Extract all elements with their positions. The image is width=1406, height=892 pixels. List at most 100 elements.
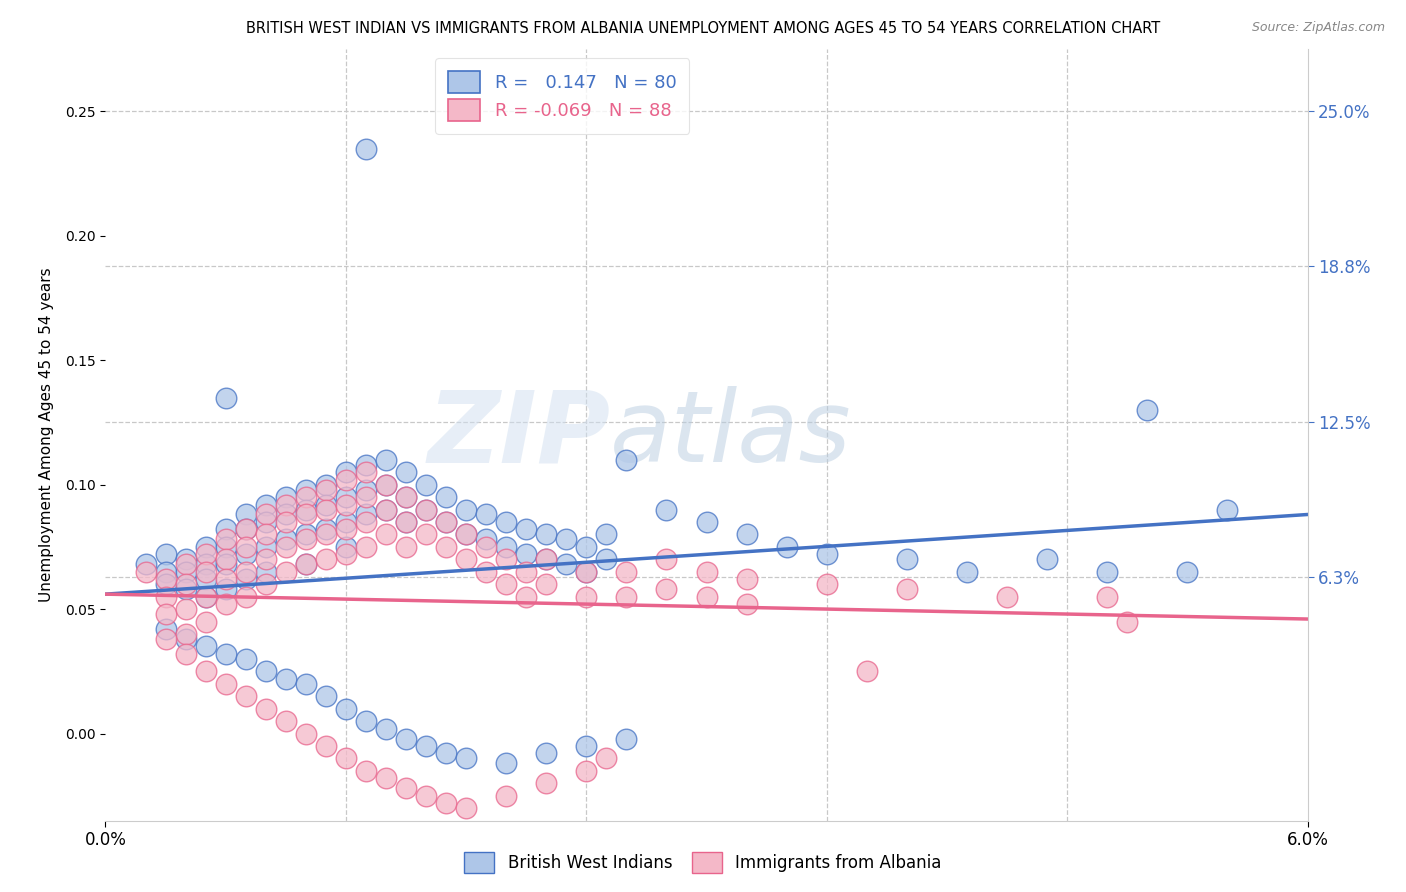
Y-axis label: Unemployment Among Ages 45 to 54 years: Unemployment Among Ages 45 to 54 years	[39, 268, 53, 602]
Point	[254, 577, 277, 591]
Point	[214, 540, 236, 554]
Point	[354, 142, 377, 156]
Point	[655, 582, 678, 597]
Point	[575, 540, 598, 554]
Point	[174, 627, 197, 641]
Point	[375, 527, 398, 541]
Point	[616, 731, 638, 746]
Point	[536, 527, 558, 541]
Point	[595, 527, 617, 541]
Point	[495, 789, 517, 803]
Point	[655, 502, 678, 516]
Point	[375, 477, 398, 491]
Text: Source: ZipAtlas.com: Source: ZipAtlas.com	[1251, 21, 1385, 34]
Point	[295, 508, 318, 522]
Point	[235, 540, 257, 554]
Point	[214, 597, 236, 611]
Point	[495, 552, 517, 566]
Point	[434, 747, 457, 761]
Point	[274, 533, 297, 547]
Point	[174, 565, 197, 579]
Point	[335, 751, 357, 765]
Point	[274, 498, 297, 512]
Point	[956, 565, 979, 579]
Point	[174, 582, 197, 597]
Point	[415, 527, 437, 541]
Point	[536, 552, 558, 566]
Point	[616, 452, 638, 467]
Point	[1136, 403, 1159, 417]
Point	[616, 590, 638, 604]
Point	[274, 540, 297, 554]
Point	[254, 527, 277, 541]
Point	[1177, 565, 1199, 579]
Point	[254, 515, 277, 529]
Point	[555, 533, 578, 547]
Point	[335, 473, 357, 487]
Point	[536, 747, 558, 761]
Point	[135, 565, 157, 579]
Point	[495, 515, 517, 529]
Point	[235, 652, 257, 666]
Point	[515, 547, 537, 561]
Point	[155, 577, 177, 591]
Point	[254, 665, 277, 679]
Point	[575, 590, 598, 604]
Point	[595, 552, 617, 566]
Point	[235, 572, 257, 586]
Point	[155, 590, 177, 604]
Point	[456, 502, 478, 516]
Point	[235, 689, 257, 703]
Point	[174, 577, 197, 591]
Point	[434, 490, 457, 504]
Point	[856, 665, 879, 679]
Point	[354, 465, 377, 479]
Point	[214, 391, 236, 405]
Point	[354, 483, 377, 497]
Point	[274, 714, 297, 728]
Point	[235, 523, 257, 537]
Point	[194, 640, 217, 654]
Point	[1216, 502, 1239, 516]
Point	[415, 477, 437, 491]
Point	[295, 502, 318, 516]
Point	[235, 508, 257, 522]
Point	[274, 672, 297, 686]
Point	[315, 483, 337, 497]
Point	[335, 523, 357, 537]
Point	[475, 508, 498, 522]
Point	[375, 772, 398, 786]
Point	[1116, 615, 1139, 629]
Point	[335, 701, 357, 715]
Point	[174, 558, 197, 572]
Point	[295, 677, 318, 691]
Point	[815, 577, 838, 591]
Point	[415, 739, 437, 753]
Point	[214, 572, 236, 586]
Point	[896, 552, 918, 566]
Point	[295, 490, 318, 504]
Point	[696, 590, 718, 604]
Point	[515, 565, 537, 579]
Point	[434, 796, 457, 810]
Point	[194, 547, 217, 561]
Point	[375, 722, 398, 736]
Legend: R =   0.147   N = 80, R = -0.069   N = 88: R = 0.147 N = 80, R = -0.069 N = 88	[436, 58, 689, 134]
Point	[214, 552, 236, 566]
Point	[335, 540, 357, 554]
Point	[174, 602, 197, 616]
Point	[434, 515, 457, 529]
Point	[214, 677, 236, 691]
Point	[235, 523, 257, 537]
Point	[254, 552, 277, 566]
Point	[475, 533, 498, 547]
Text: atlas: atlas	[610, 386, 852, 483]
Point	[655, 552, 678, 566]
Point	[495, 577, 517, 591]
Point	[254, 565, 277, 579]
Point	[354, 764, 377, 778]
Text: ZIP: ZIP	[427, 386, 610, 483]
Point	[174, 632, 197, 646]
Point	[354, 714, 377, 728]
Point	[456, 527, 478, 541]
